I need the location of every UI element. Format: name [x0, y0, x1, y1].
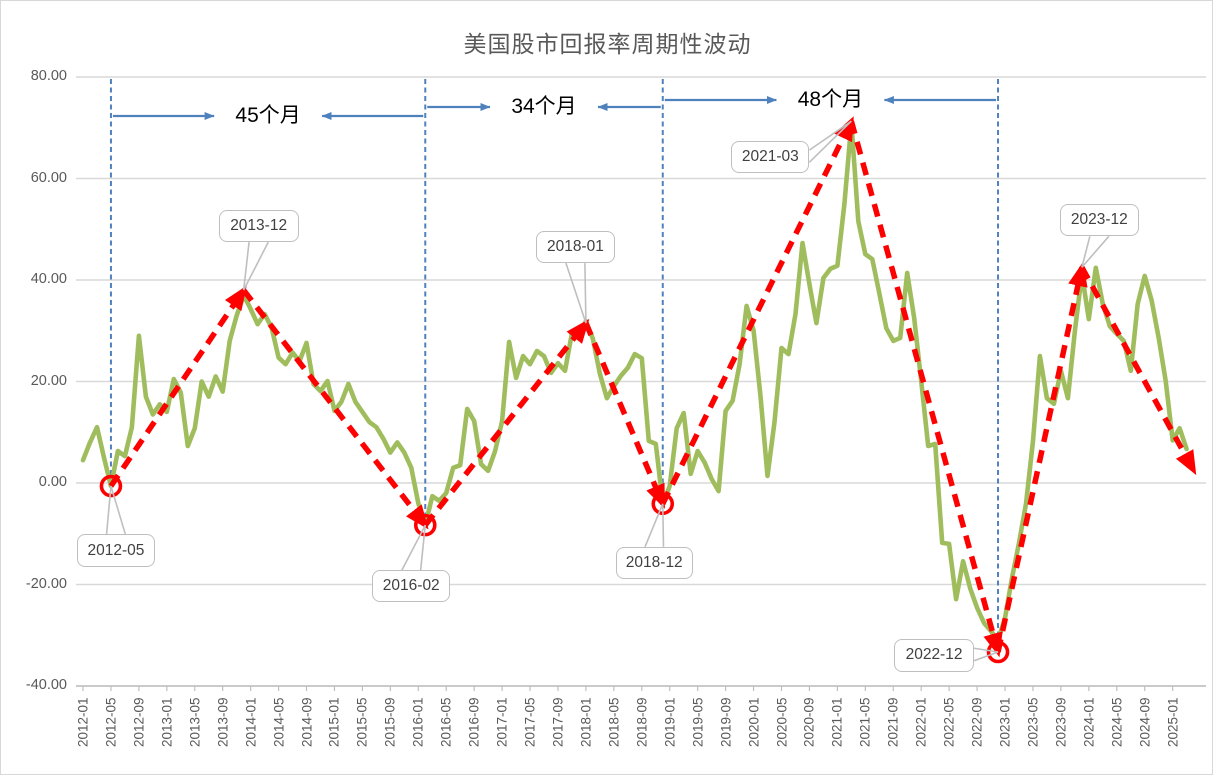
callout-leader-lines	[105, 120, 1110, 662]
x-axis-tick-label: 2023-05	[1025, 697, 1041, 748]
callout-leader	[242, 242, 250, 291]
x-axis-tick-label: 2021-01	[829, 697, 845, 748]
callout-leader	[565, 262, 587, 324]
callout-leader	[661, 503, 665, 547]
cycle-span-label: 48个月	[797, 88, 864, 111]
callout-label: 2013-12	[218, 210, 299, 243]
x-axis-tick-label: 2019-01	[662, 697, 678, 748]
trend-segment	[660, 116, 854, 506]
x-axis-tick-label: 2019-05	[690, 697, 706, 748]
x-axis-tick-label: 2022-09	[969, 697, 985, 748]
x-axis-tick-label: 2021-05	[857, 697, 873, 748]
trend-segment	[848, 120, 1003, 658]
x-axis-tick-label: 2012-05	[103, 697, 119, 748]
callout-label: 2012-05	[76, 534, 155, 568]
callout-leader	[1081, 236, 1091, 268]
x-axis-tick-label: 2018-05	[606, 697, 622, 748]
trend-segment	[1079, 265, 1197, 476]
y-axis-tick-label: -20.00	[25, 575, 67, 592]
x-axis-tick-label: 2024-01	[1081, 697, 1097, 748]
x-axis-tick-label: 2017-09	[550, 697, 566, 748]
x-axis-tick-label: 2019-09	[718, 697, 734, 748]
callout-leader	[1081, 235, 1110, 268]
x-axis-tick-label: 2016-01	[410, 697, 426, 748]
callout-leader	[242, 241, 269, 291]
x-axis-tick-label: 2018-01	[578, 697, 594, 748]
callout-leader	[401, 524, 426, 571]
x-axis-tick-label: 2012-09	[131, 697, 147, 748]
cycle-span-label: 45个月	[235, 104, 301, 127]
x-axis-tick-label: 2013-05	[187, 697, 203, 748]
x-axis-tick-label: 2014-09	[299, 697, 315, 748]
trough-circle-markers	[99, 474, 1010, 664]
trough-circle	[413, 513, 437, 537]
trend-segment	[108, 285, 247, 488]
trough-circle	[986, 640, 1010, 664]
callout-leader	[105, 485, 112, 535]
x-axis-tick-label: 2015-05	[354, 697, 370, 748]
y-axis-tick-label: -40.00	[25, 677, 67, 693]
x-axis-tick-label: 2023-01	[997, 697, 1013, 748]
x-axis-tick-label: 2016-09	[466, 697, 482, 748]
y-axis-tick-label: 60.00	[30, 169, 67, 186]
x-axis-tick-label: 2012-01	[75, 697, 91, 748]
x-axis-tick-label: 2014-01	[243, 697, 259, 748]
y-axis-tick-label: 20.00	[30, 372, 67, 389]
callout-leader	[808, 120, 852, 163]
callout-leader	[419, 525, 427, 571]
x-axis-tick-label: 2017-01	[494, 697, 510, 748]
trend-segment	[241, 288, 429, 530]
x-axis-tick-label: 2014-05	[271, 697, 287, 748]
x-axis-tick-label: 2016-05	[438, 697, 454, 748]
callout-leader	[808, 120, 852, 151]
callout-label: 2018-01	[535, 231, 615, 264]
x-axis-tick-label: 2021-09	[885, 697, 901, 748]
x-axis-tick-label: 2017-05	[522, 697, 538, 748]
callout-leader	[973, 647, 999, 653]
x-axis-tick-label: 2024-05	[1109, 697, 1125, 748]
x-axis-tick-label: 2023-09	[1053, 697, 1069, 748]
cycle-span-arrows	[112, 96, 997, 120]
trend-dashed-arrows	[108, 116, 1197, 658]
trend-segment	[423, 318, 590, 527]
x-axis-tick-label: 2020-09	[801, 697, 817, 748]
x-axis-tick-label: 2013-01	[159, 697, 175, 748]
chart-title: 美国股市回报率周期性波动	[463, 31, 752, 57]
callout-label: 2016-02	[372, 570, 451, 603]
callout-leader	[110, 485, 127, 535]
cycle-span-label: 34个月	[511, 95, 577, 118]
x-axis-tick-label: 2015-09	[382, 697, 398, 748]
callout-label: 2022-12	[894, 638, 975, 672]
y-axis-tick-label: 0.00	[38, 474, 67, 490]
x-axis-tick-label: 2018-09	[634, 697, 650, 748]
callout-label: 2021-03	[731, 141, 810, 174]
x-axis-tick-label: 2013-09	[215, 697, 231, 748]
gridlines	[76, 76, 1206, 691]
trend-segment	[995, 261, 1088, 653]
callout-label: 2018-12	[615, 546, 693, 579]
x-axis-tick-label: 2025-01	[1165, 697, 1181, 748]
x-axis-tick-label: 2022-01	[913, 697, 929, 748]
cycle-boundary-dashed-lines	[109, 79, 1000, 641]
trend-segment	[583, 322, 666, 509]
x-axis-tick-label: 2024-09	[1137, 697, 1153, 748]
y-axis-tick-label: 40.00	[30, 271, 67, 287]
callout-leader	[644, 503, 664, 548]
x-axis-tick-label: 2015-01	[326, 697, 342, 748]
trough-circle	[99, 474, 123, 498]
x-axis-tick-label: 2020-05	[774, 697, 789, 748]
callout-label: 2023-12	[1059, 204, 1139, 237]
x-axis-tick-label: 2022-05	[941, 697, 957, 748]
callout-leader	[973, 651, 999, 662]
y-axis-tick-label: 80.00	[30, 68, 67, 84]
x-axis-tick-label: 2020-01	[746, 697, 762, 748]
callout-leader	[584, 263, 587, 324]
